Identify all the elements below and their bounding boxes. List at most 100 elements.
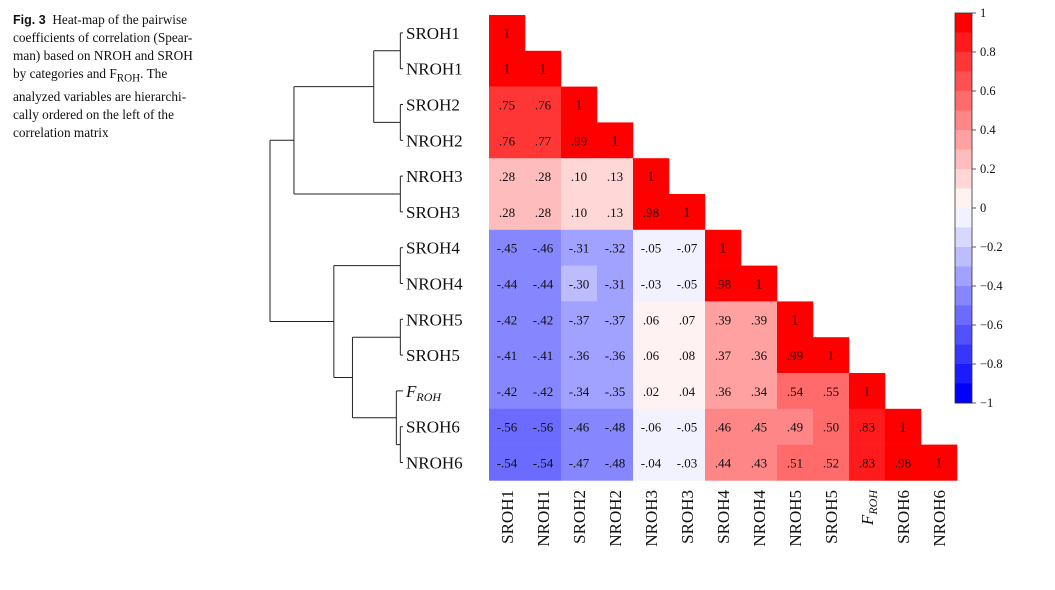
column-label: NROH1 bbox=[534, 490, 553, 547]
cell-value: .98 bbox=[895, 456, 911, 471]
heatmap-cell bbox=[597, 158, 634, 195]
column-labels: SROH1 NROH1 SROH2 NROH2 NROH3 SROH3 SROH4 NROH4… bbox=[498, 489, 949, 547]
cell-value: -.42 bbox=[533, 384, 554, 399]
colorbar-swatch bbox=[955, 364, 972, 384]
cell-value: .06 bbox=[643, 348, 660, 363]
cell-value: .45 bbox=[751, 420, 767, 435]
cell-value: .28 bbox=[499, 169, 515, 184]
cell-value: -.56 bbox=[497, 420, 518, 435]
heatmap-cell bbox=[669, 229, 706, 266]
heatmap-cell bbox=[705, 337, 742, 374]
column-label: NROH6 bbox=[930, 490, 949, 547]
cell-value: .39 bbox=[751, 312, 767, 327]
caption-line-2: coefficients of correlation (Spear- bbox=[13, 30, 193, 45]
heatmap-cell bbox=[561, 229, 598, 266]
heatmap-cell bbox=[561, 444, 598, 481]
caption-line-3: man) based on NROH and SROH bbox=[13, 48, 193, 63]
cell-value: 1 bbox=[899, 420, 907, 436]
heatmap-cell bbox=[669, 444, 706, 481]
colorbar-swatch bbox=[955, 208, 972, 228]
caption-froh-sub: ROH bbox=[116, 72, 141, 85]
heatmap-cell bbox=[561, 86, 598, 123]
cell-value: .54 bbox=[787, 384, 804, 399]
heatmap-cell bbox=[489, 122, 526, 159]
colorbar-tick-label: 1 bbox=[980, 6, 986, 20]
caption-line-5: analyzed variables are hierarchi- bbox=[13, 88, 187, 104]
colorbar-swatch bbox=[955, 13, 972, 33]
heatmap-cell bbox=[489, 301, 526, 338]
figure-caption: Fig. 3 Heat-map of the pairwise coeffici… bbox=[13, 11, 249, 142]
heatmap-cell bbox=[561, 265, 598, 302]
heatmap-cell bbox=[741, 337, 778, 374]
cell-value: -.37 bbox=[605, 312, 626, 327]
heatmap-cells: 1 1 1 .75 .76 1 .76 .77 .99 1 .28 .28 .10 .13 1 .28 .28.… bbox=[489, 15, 958, 481]
heatmap-cell bbox=[525, 50, 562, 87]
row-label: NROH4 bbox=[406, 275, 463, 294]
cell-value: .83 bbox=[859, 456, 875, 471]
cell-value: -.54 bbox=[497, 456, 518, 471]
column-label: NROH3 bbox=[642, 490, 661, 547]
cell-value: .52 bbox=[823, 456, 839, 471]
colorbar-swatch bbox=[955, 91, 972, 111]
cell-value: -.05 bbox=[677, 420, 698, 435]
cell-value: -.44 bbox=[497, 277, 518, 292]
heatmap-cell bbox=[633, 373, 670, 410]
colorbar-swatch bbox=[955, 32, 972, 53]
heatmap-cell bbox=[525, 158, 562, 195]
heatmap-cell bbox=[561, 408, 598, 445]
cell-value: -.06 bbox=[641, 420, 662, 435]
heatmap-cell bbox=[741, 408, 778, 445]
heatmap-cell bbox=[525, 408, 562, 445]
heatmap-cell bbox=[705, 265, 742, 302]
heatmap-cell bbox=[597, 373, 634, 410]
cell-value: 1 bbox=[503, 62, 511, 78]
cell-value: .28 bbox=[499, 205, 515, 220]
cell-value: -.41 bbox=[533, 348, 554, 363]
row-label: SROH5 bbox=[406, 346, 460, 365]
cell-value: .02 bbox=[643, 384, 659, 399]
cell-value: .37 bbox=[715, 348, 732, 363]
cell-value: -.44 bbox=[533, 277, 554, 292]
column-label: SROH1 bbox=[498, 490, 517, 544]
cell-value: 1 bbox=[791, 312, 799, 328]
colorbar-tick-label: −0.8 bbox=[980, 357, 1003, 371]
heatmap-cell bbox=[525, 122, 562, 159]
heatmap-cell bbox=[633, 301, 670, 338]
cell-value: .08 bbox=[679, 348, 695, 363]
cell-value: 1 bbox=[539, 62, 547, 78]
column-label: SROH3 bbox=[678, 490, 697, 544]
cell-value: -.31 bbox=[605, 277, 626, 292]
cell-value: -.42 bbox=[497, 384, 518, 399]
cell-value: .77 bbox=[535, 133, 552, 148]
heatmap-cell bbox=[705, 408, 742, 445]
heatmap-cell bbox=[777, 373, 814, 410]
row-label: SROH1 bbox=[406, 24, 460, 43]
column-label: FROH bbox=[858, 489, 880, 526]
heatmap-cell bbox=[489, 158, 526, 195]
cell-value: .13 bbox=[607, 169, 623, 184]
heatmap-cell bbox=[597, 122, 634, 159]
heatmap-cell bbox=[777, 337, 814, 374]
heatmap-cell bbox=[489, 373, 526, 410]
heatmap-cell bbox=[489, 265, 526, 302]
heatmap-cell bbox=[597, 444, 634, 481]
column-label: SROH5 bbox=[822, 490, 841, 544]
caption-line-6: cally ordered on the left of the bbox=[13, 106, 174, 122]
cell-value: 1 bbox=[827, 348, 835, 364]
cell-value: -.36 bbox=[569, 348, 590, 363]
cell-value: -.48 bbox=[605, 456, 626, 471]
heatmap-cell bbox=[885, 444, 922, 481]
colorbar-swatch bbox=[955, 325, 972, 345]
cell-value: .13 bbox=[607, 205, 623, 220]
cell-value: .07 bbox=[679, 312, 696, 327]
dendrogram bbox=[269, 32, 403, 463]
heatmap-cell bbox=[633, 194, 670, 231]
cell-value: -.03 bbox=[641, 277, 662, 292]
row-label: NROH2 bbox=[406, 131, 463, 150]
colorbar-swatch bbox=[955, 130, 972, 150]
heatmap-cell bbox=[741, 301, 778, 338]
heatmap-cell bbox=[777, 301, 814, 338]
heatmap-cell bbox=[561, 337, 598, 374]
heatmap-cell bbox=[525, 373, 562, 410]
